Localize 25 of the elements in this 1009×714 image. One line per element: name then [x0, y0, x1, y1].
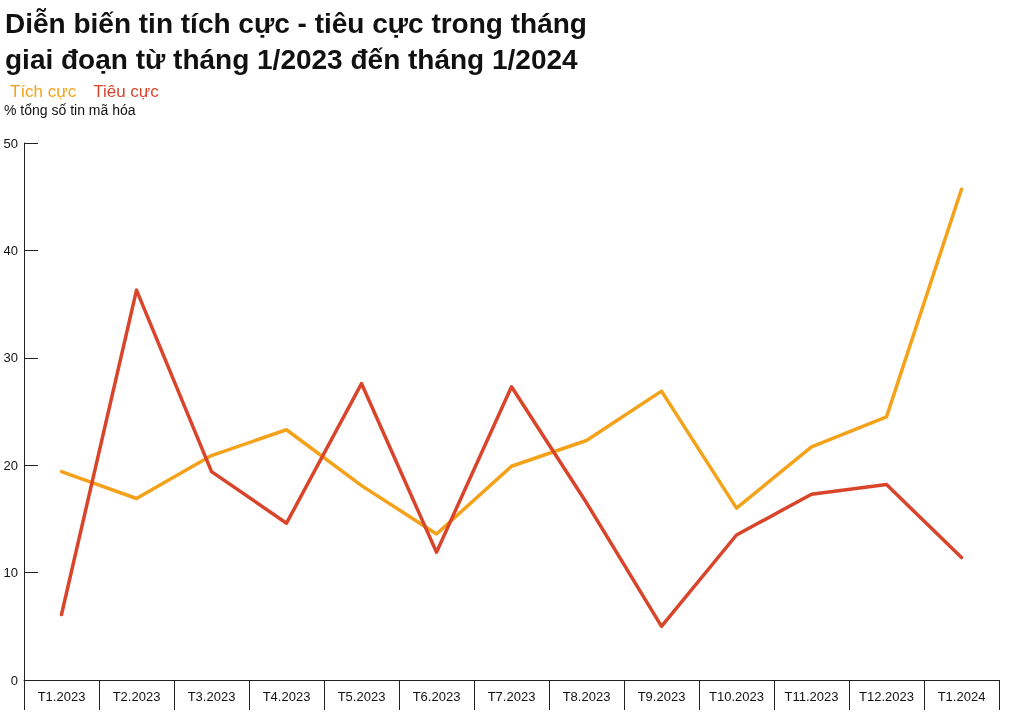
line-series — [59, 288, 964, 629]
text: Tiêu cực — [93, 82, 160, 101]
y-tick-label: 10 — [3, 565, 18, 581]
line-series — [59, 187, 964, 536]
x-tick-label: T4.2023 — [262, 689, 311, 704]
x-tick-label: T12.2023 — [859, 689, 914, 704]
x-tick-label: T9.2023 — [637, 689, 686, 704]
text: Tích cực — [10, 82, 77, 101]
y-tick-label: 20 — [3, 457, 18, 473]
x-tick-label: T6.2023 — [412, 689, 461, 704]
y-tick-label: 0 — [10, 672, 18, 688]
x-tick-label: T10.2023 — [709, 689, 764, 704]
x-tick-label: T7.2023 — [487, 689, 536, 704]
y-tick-label: 40 — [3, 242, 18, 258]
x-tick-label: T3.2023 — [187, 689, 236, 704]
x-tick-label: T1.2023 — [37, 689, 86, 704]
x-tick-label: T2.2023 — [112, 689, 161, 704]
x-tick-label: T5.2023 — [337, 689, 386, 704]
y-axis-title: % tổng số tin mã hóa — [4, 102, 136, 118]
x-tick-label: T11.2023 — [784, 689, 839, 704]
chart-title: Diễn biến tin tích cực - tiêu cực trong tháng giai đoạn từ tháng 1/2023 đến tháng 1/2024 — [5, 7, 595, 75]
y-tick-label: 30 — [3, 350, 18, 366]
x-tick-label: T1.2024 — [937, 689, 986, 704]
x-tick-label: T8.2023 — [562, 689, 611, 704]
y-tick-label: 50 — [3, 135, 18, 151]
